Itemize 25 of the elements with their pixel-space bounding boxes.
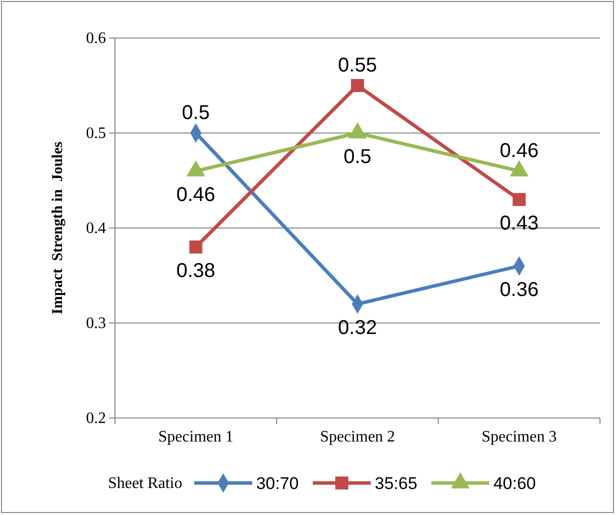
data-label: 0.43 [500,212,539,234]
x-tick-label: Specimen 2 [320,428,396,446]
legend-label: 30:70 [256,474,299,493]
x-tick-label: Specimen 3 [482,428,557,446]
point [189,240,202,254]
x-tick-label: Specimen 1 [158,428,234,446]
y-tick-label: 0.5 [86,125,106,142]
data-label: 0.36 [500,279,539,301]
point [512,192,526,206]
y-tick-label: 0.3 [86,315,106,332]
point [350,78,364,92]
y-axis-title: Impact Strength in Joules [50,142,66,314]
legend-label: 35:65 [374,474,418,493]
legend-label: 40:60 [493,474,536,493]
data-label: 0.55 [338,54,377,76]
data-label: 0.46 [500,140,539,162]
data-label: 0.38 [176,260,216,282]
y-tick-label: 0.2 [86,410,106,428]
data-label: 0.32 [338,317,377,339]
legend-title: Sheet Ratio [108,475,182,492]
data-label: 0.5 [344,146,372,168]
data-label: 0.46 [176,184,216,206]
y-tick-label: 0.6 [86,30,106,48]
y-tick-label: 0.4 [86,220,106,238]
data-label: 0.5 [182,102,210,124]
